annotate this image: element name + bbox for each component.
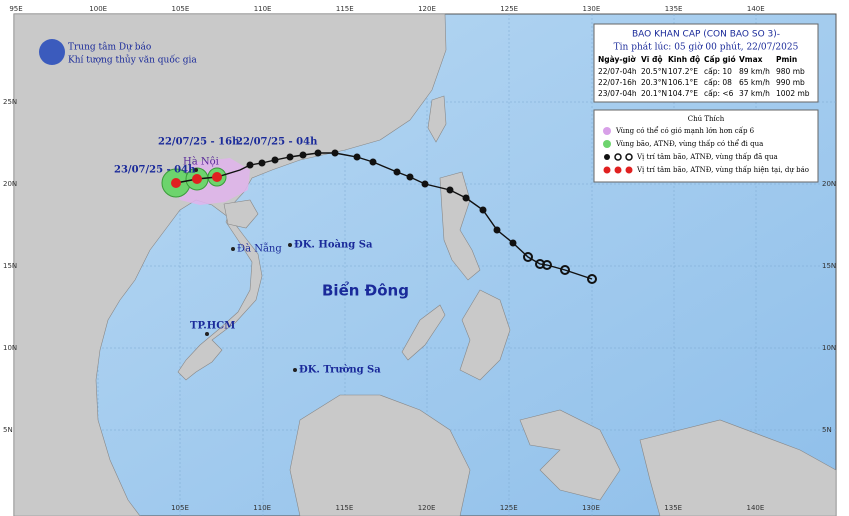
map-label: ĐK. Trường Sa xyxy=(299,365,381,376)
lat-label: 15N xyxy=(822,262,836,270)
lon-label: 110E xyxy=(253,504,271,512)
table-cell: 65 km/h xyxy=(739,78,770,87)
map-label: 22/07/25 - 04h xyxy=(236,137,318,148)
sea-label: Biển Đông xyxy=(322,281,409,300)
legend-item: Vùng có thể có gió mạnh lớn hơn cấp 6 xyxy=(615,126,755,135)
lat-label: 5N xyxy=(822,426,832,434)
lon-label: 115E xyxy=(336,504,354,512)
lon-label: 135E xyxy=(664,504,682,512)
table-cell: cấp: 10 xyxy=(704,67,732,76)
bulletin-issued: Tin phát lúc: 05 giờ 00 phút, 22/07/2025 xyxy=(614,42,799,53)
table-cell: 990 mb xyxy=(776,78,805,87)
legend-item: Vị trí tâm bão, ATNĐ, vùng thấp hiện tại… xyxy=(636,165,809,174)
lon-label: 95E xyxy=(9,5,22,13)
lon-label: 140E xyxy=(747,5,765,13)
legend-icon xyxy=(603,140,611,148)
lon-label: 105E xyxy=(171,504,189,512)
table-header: Vmax xyxy=(739,55,763,64)
lat-label: 15N xyxy=(3,262,17,270)
lon-label: 100E xyxy=(89,5,107,13)
table-cell: 104.7°E xyxy=(668,89,698,98)
lon-label: 110E xyxy=(254,5,272,13)
lon-label: 135E xyxy=(665,5,683,13)
table-header: Vĩ độ xyxy=(641,55,663,64)
info-box xyxy=(593,23,819,103)
lon-label: 130E xyxy=(583,5,601,13)
lat-label: 20N xyxy=(822,180,836,188)
table-cell: 20.5°N xyxy=(641,67,667,76)
table-cell: cấp: <6 xyxy=(704,89,734,98)
table-header: Kinh độ xyxy=(668,55,700,64)
map-label: ĐK. Hoàng Sa xyxy=(294,240,373,251)
forecast-positions xyxy=(171,172,222,188)
table-cell: 20.3°N xyxy=(641,78,667,87)
lon-label: 120E xyxy=(418,5,436,13)
table-header: Ngày-giờ xyxy=(598,55,636,64)
lon-label: 105E xyxy=(172,5,190,13)
table-cell: 980 mb xyxy=(776,67,805,76)
map-label: TP.HCM xyxy=(190,321,235,332)
lon-label: 140E xyxy=(747,504,765,512)
lat-label: 5N xyxy=(3,426,13,434)
lon-label: 130E xyxy=(582,504,600,512)
table-cell: 106.1°E xyxy=(668,78,698,87)
table-cell: 1002 mb xyxy=(776,89,810,98)
table-cell: 22/07-16h xyxy=(598,78,637,87)
lat-label: 10N xyxy=(822,344,836,352)
land xyxy=(13,13,837,516)
table-header: Pmin xyxy=(776,55,797,64)
map-label: Hà Nội xyxy=(183,157,219,168)
lat-label: 20N xyxy=(3,180,17,188)
agency: Khí tượng thủy văn quốc gia xyxy=(68,55,197,66)
legend-item: Vị trí tâm bão, ATNĐ, vùng thấp đã qua xyxy=(636,152,778,161)
lon-label: 120E xyxy=(418,504,436,512)
table-cell: 107.2°E xyxy=(668,67,698,76)
map-label: Đà Nẵng xyxy=(237,243,282,255)
places xyxy=(194,168,297,372)
bulletin-title: BAO KHAN CAP (CON BAO SO 3)- xyxy=(632,30,780,40)
table-cell: 23/07-04h xyxy=(598,89,637,98)
table-cell: 37 km/h xyxy=(739,89,770,98)
table-cell: 22/07-04h xyxy=(598,67,637,76)
legend-item: Vùng bão, ATNĐ, vùng thấp có thể đi qua xyxy=(615,139,763,148)
lon-label: 125E xyxy=(500,5,518,13)
table-cell: 89 km/h xyxy=(739,67,770,76)
logo xyxy=(39,39,65,65)
lat-label: 25N xyxy=(3,98,17,106)
map-label: 23/07/25 - 04h xyxy=(114,165,196,176)
lon-label: 115E xyxy=(336,5,354,13)
legend-title: Chú Thích xyxy=(688,115,725,123)
map-label: 22/07/25 - 16h xyxy=(158,137,240,148)
agency: Trung tâm Dự báo xyxy=(68,42,151,53)
past-positions xyxy=(246,149,597,284)
table-cell: 20.1°N xyxy=(641,89,667,98)
table-cell: cấp: 08 xyxy=(704,78,732,87)
lon-label: 125E xyxy=(500,504,518,512)
legend-icon xyxy=(604,153,633,161)
lat-label: 10N xyxy=(3,344,17,352)
table-header: Cấp gió xyxy=(704,55,736,64)
legend-icon xyxy=(603,127,611,135)
legend-icon xyxy=(603,166,633,174)
